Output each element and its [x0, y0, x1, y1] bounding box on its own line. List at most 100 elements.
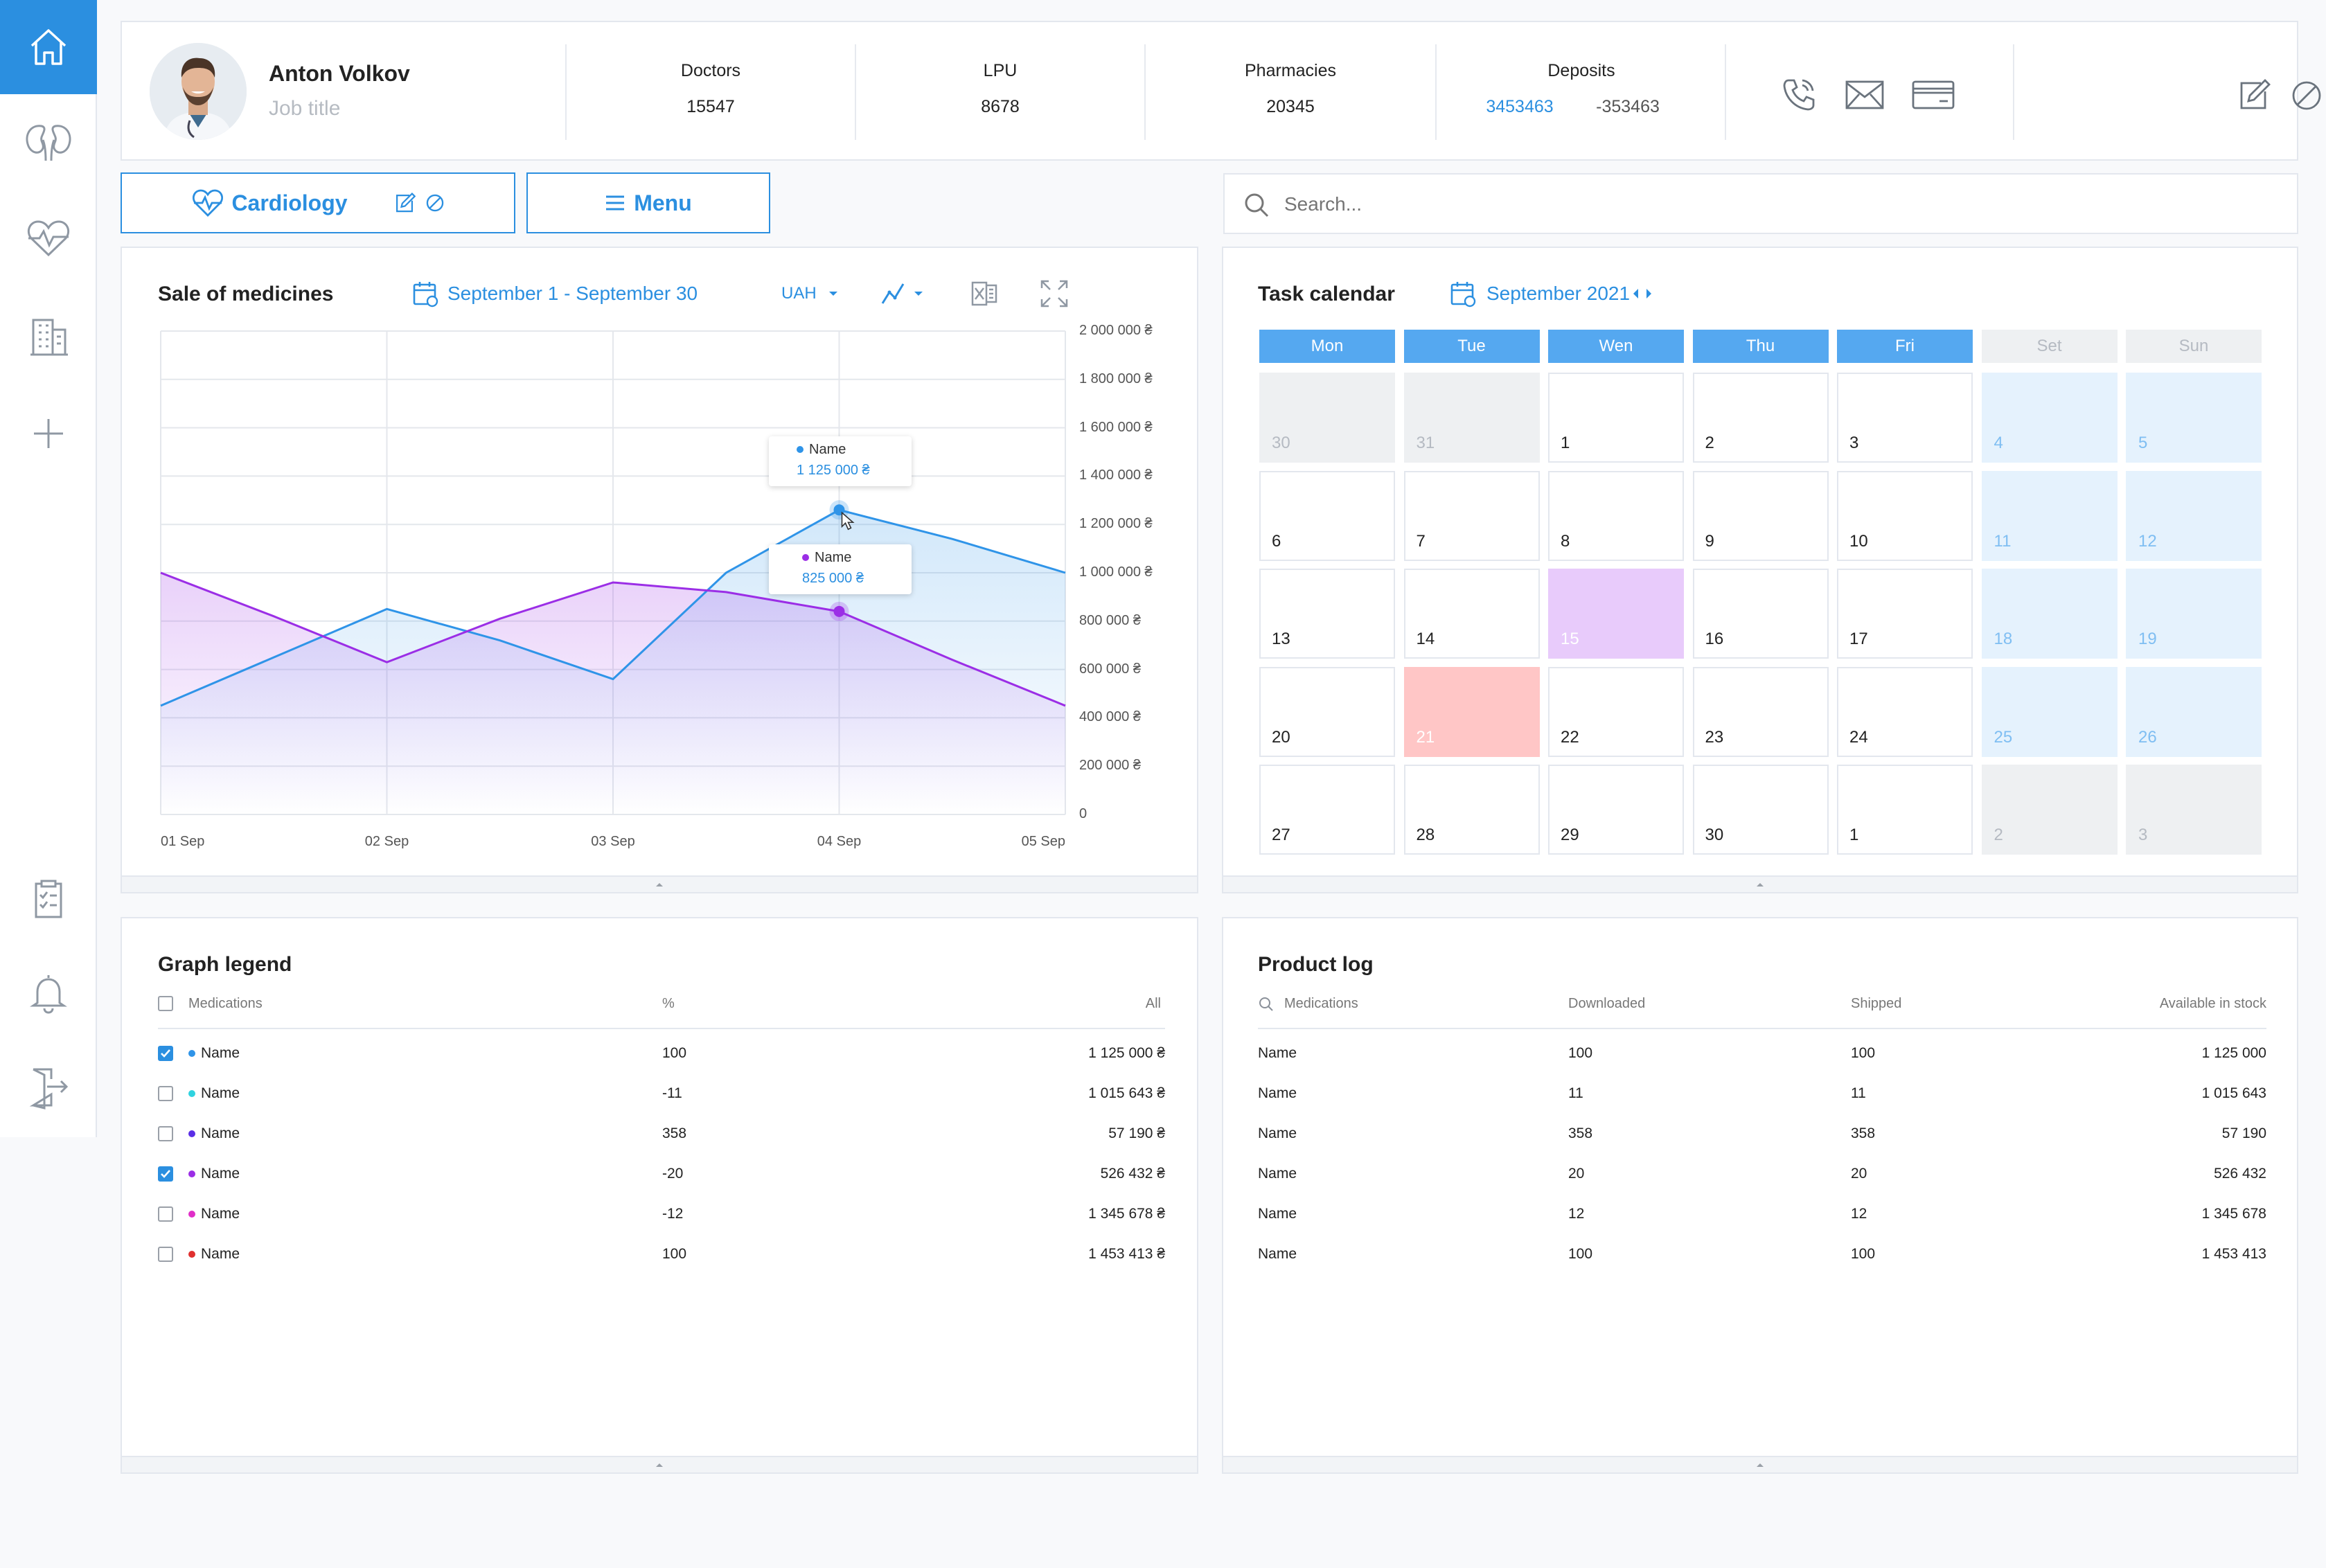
- calendar-day[interactable]: 15: [1548, 569, 1684, 659]
- calendar-day[interactable]: 29: [1548, 765, 1684, 855]
- sidebar-item-hospitals[interactable]: [0, 289, 97, 384]
- search-icon: [1245, 193, 1269, 217]
- row-checkbox[interactable]: [158, 1166, 173, 1182]
- collapse-handle[interactable]: [1223, 1456, 2297, 1472]
- calendar-day[interactable]: 14: [1403, 569, 1540, 659]
- date-range-picker[interactable]: September 1 - September 30: [411, 280, 698, 308]
- x-tick-label: 02 Sep: [364, 834, 409, 849]
- stat-deposits[interactable]: Deposits 3453463 -353463: [1437, 22, 1726, 162]
- day-number: 2: [1994, 826, 2003, 844]
- chart-type-select[interactable]: [880, 280, 925, 308]
- phone-button[interactable]: [1780, 76, 1818, 114]
- calendar-day[interactable]: 17: [1837, 569, 1973, 659]
- calendar-day[interactable]: 22: [1548, 666, 1684, 757]
- calendar-day[interactable]: 3: [2126, 765, 2262, 855]
- calendar-day[interactable]: 21: [1403, 666, 1540, 757]
- calendar-day[interactable]: 19: [2126, 569, 2262, 659]
- series-line[interactable]: [160, 508, 1066, 707]
- row-checkbox[interactable]: [158, 1126, 173, 1141]
- edit-profile-button[interactable]: [2236, 78, 2271, 112]
- legend-cell-pct: 100: [662, 1246, 687, 1262]
- data-point[interactable]: [833, 605, 845, 617]
- calendar-day[interactable]: 10: [1837, 470, 1973, 561]
- calendar-day[interactable]: 2: [1692, 373, 1829, 463]
- series-line[interactable]: [160, 571, 1066, 707]
- log-cell-downloaded: 11: [1568, 1085, 1583, 1101]
- cardiology-button[interactable]: Cardiology: [121, 172, 515, 233]
- calendar-day[interactable]: 30: [1259, 373, 1395, 463]
- block-profile-button[interactable]: [2290, 79, 2323, 112]
- sidebar-item-add[interactable]: [0, 386, 97, 481]
- log-cell-shipped: 20: [1851, 1166, 1867, 1182]
- prev-month-icon[interactable]: [1631, 287, 1640, 301]
- day-number: 29: [1561, 826, 1579, 844]
- row-checkbox[interactable]: [158, 1247, 173, 1262]
- month-picker[interactable]: September 2021: [1449, 280, 1653, 308]
- sidebar-item-home[interactable]: [0, 0, 97, 94]
- row-checkbox[interactable]: [158, 1086, 173, 1101]
- sidebar-item-logout[interactable]: [0, 1040, 97, 1134]
- row-checkbox[interactable]: [158, 1046, 173, 1061]
- collapse-handle[interactable]: [1223, 875, 2297, 892]
- log-cell-name: Name: [1258, 1125, 1297, 1141]
- sidebar-item-cardiology[interactable]: [0, 191, 97, 285]
- calendar-day[interactable]: 27: [1259, 765, 1395, 855]
- calendar-day[interactable]: 4: [1981, 373, 2118, 463]
- legend-cell-pct: -12: [662, 1206, 684, 1222]
- calendar-day[interactable]: 28: [1403, 765, 1540, 855]
- calendar-day[interactable]: 11: [1981, 470, 2118, 561]
- day-number: 3: [2138, 826, 2148, 844]
- collapse-handle[interactable]: [122, 1456, 1197, 1472]
- row-checkbox[interactable]: [158, 1206, 173, 1222]
- block-icon[interactable]: [425, 193, 445, 213]
- calendar-day[interactable]: 9: [1692, 470, 1829, 561]
- search-input[interactable]: [1284, 187, 2254, 222]
- graph-legend-panel: Graph legend Medications % All Name 100 1 …: [121, 917, 1198, 1474]
- calendar-day[interactable]: 23: [1692, 666, 1829, 757]
- calendar-day[interactable]: 26: [2126, 666, 2262, 757]
- select-all-checkbox[interactable]: [158, 996, 173, 1011]
- legend-cell-name: Name: [201, 1085, 240, 1101]
- stat-pharmacies[interactable]: Pharmacies 20345: [1146, 22, 1435, 162]
- calendar-day[interactable]: 13: [1259, 569, 1395, 659]
- sidebar-item-tasks[interactable]: [0, 852, 97, 946]
- menu-button[interactable]: Menu: [526, 172, 770, 233]
- calendar-day[interactable]: 30: [1692, 765, 1829, 855]
- next-month-icon[interactable]: [1645, 287, 1653, 301]
- legend-cell-name: Name: [201, 1045, 240, 1061]
- export-excel-button[interactable]: [968, 278, 999, 309]
- col-percent: %: [662, 996, 675, 1011]
- calendar-day[interactable]: 12: [2126, 470, 2262, 561]
- search-icon[interactable]: [1258, 996, 1275, 1013]
- calendar-day[interactable]: 6: [1259, 470, 1395, 561]
- calendar-day[interactable]: 20: [1259, 666, 1395, 757]
- calendar-day[interactable]: 5: [2126, 373, 2262, 463]
- calendar-day[interactable]: 7: [1403, 470, 1540, 561]
- calendar-day[interactable]: 8: [1548, 470, 1684, 561]
- calendar-day[interactable]: 1: [1548, 373, 1684, 463]
- stat-doctors[interactable]: Doctors 15547: [567, 22, 855, 162]
- stat-label: Deposits: [1547, 61, 1615, 80]
- mail-button[interactable]: [1844, 78, 1885, 112]
- calendar-day[interactable]: 2: [1981, 765, 2118, 855]
- sidebar-item-notifications[interactable]: [0, 946, 97, 1040]
- calendar-day[interactable]: 3: [1837, 373, 1973, 463]
- calendar-day[interactable]: 25: [1981, 666, 2118, 757]
- stat-lpu[interactable]: LPU 8678: [856, 22, 1144, 162]
- calendar-day[interactable]: 31: [1403, 373, 1540, 463]
- avatar[interactable]: [150, 43, 247, 140]
- day-number: 6: [1272, 531, 1281, 551]
- collapse-handle[interactable]: [122, 875, 1197, 892]
- card-button[interactable]: [1910, 78, 1956, 112]
- log-cell-shipped: 358: [1851, 1125, 1876, 1141]
- currency-select[interactable]: UAH: [781, 284, 840, 303]
- search-bar[interactable]: [1223, 173, 2298, 234]
- calendar-day[interactable]: 24: [1837, 666, 1973, 757]
- fullscreen-button[interactable]: [1039, 278, 1069, 309]
- y-tick-label: 800 000 ₴: [1079, 612, 1141, 628]
- calendar-day[interactable]: 1: [1837, 765, 1973, 855]
- calendar-day[interactable]: 16: [1692, 569, 1829, 659]
- sidebar-item-nephrology[interactable]: [0, 94, 97, 188]
- edit-icon[interactable]: [393, 192, 416, 214]
- calendar-day[interactable]: 18: [1981, 569, 2118, 659]
